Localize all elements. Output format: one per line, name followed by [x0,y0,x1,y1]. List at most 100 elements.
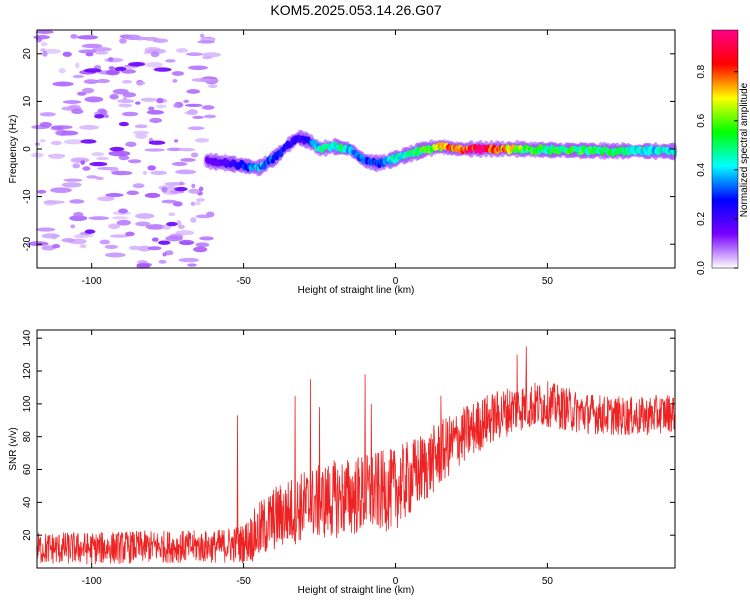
noise-blob [86,175,98,179]
colorbar-tick-label: 0.0 [696,261,707,275]
noise-blob [156,97,164,104]
snr-y-tick-label: 80 [22,431,33,443]
noise-blob [73,211,84,218]
noise-blob [199,33,205,38]
noise-blob [187,263,197,267]
noise-blob [69,215,88,222]
noise-blob [151,237,159,242]
noise-blob [142,171,148,175]
noise-blob [176,220,182,226]
snr-y-tick-label: 60 [22,464,33,476]
noise-blob [109,234,129,238]
spectrogram-y-tick-label: 0 [22,146,33,152]
noise-blob [137,260,148,264]
colorbar-gradient [711,29,739,269]
noise-blob [140,97,158,102]
noise-blob [136,81,146,86]
noise-blob [161,186,168,193]
noise-blob [137,245,152,252]
noise-blob [97,196,115,202]
noise-blob [198,186,204,192]
noise-blob [201,105,215,110]
noise-blob [72,163,81,169]
snr-y-tick-label: 140 [22,329,33,346]
noise-blob [61,238,75,243]
noise-blob [135,213,155,219]
spectrogram-x-tick-label: -50 [236,276,251,287]
noise-blob [40,41,48,47]
noise-blob [183,99,190,104]
noise-blob-strong [174,186,188,192]
noise-blob [36,189,47,194]
noise-blob [149,117,163,123]
noise-blob [62,51,72,57]
noise-blob-strong [94,114,105,119]
noise-blob [175,230,195,236]
noise-blob [111,170,133,176]
noise-blob [144,192,161,199]
noise-blob [71,108,84,115]
noise-blob [108,150,131,157]
spectrogram-x-tick-label: 0 [393,276,399,287]
noise-blob [147,246,162,251]
noise-blob [125,141,137,147]
noise-blob [104,252,126,258]
noise-blob [104,57,124,63]
noise-blob [69,199,85,204]
noise-blob [79,125,99,130]
spectrogram-marks [26,30,678,269]
noise-blob-strong [148,140,166,145]
noise-blob [187,109,198,116]
noise-blob [199,236,214,241]
noise-blob [164,250,174,256]
colorbar-tick-label: 0.8 [696,64,707,78]
noise-blob-strong [83,68,102,73]
noise-blob [118,155,130,161]
colorbar-ticks: 0.0 0.2 0.4 0.6 0.8 [696,64,738,275]
noise-blob [108,57,114,62]
noise-blob [171,71,185,76]
noise-blob [150,51,160,58]
noise-blob [150,170,168,176]
noise-blob [173,103,179,108]
noise-blob [128,159,142,164]
noise-blob [208,84,218,89]
noise-blob [178,224,185,230]
noise-blob [171,161,188,167]
noise-blob [95,79,110,84]
noise-blob [195,242,210,248]
noise-blob [76,91,87,96]
noise-blob [155,104,167,109]
spectrogram-x-ticks: -100 -50 0 50 [82,30,553,287]
noise-blob [83,79,99,84]
noise-blob [79,244,87,249]
noise-blob [187,126,205,131]
noise-blob [126,190,139,196]
noise-blob [88,216,110,221]
noise-blob [116,219,131,226]
noise-blob [95,156,109,161]
noise-blob [122,95,128,101]
noise-blob [128,245,141,251]
noise-blob [105,69,120,76]
noise-blob [61,182,82,188]
noise-blob [40,48,46,52]
noise-blob [119,38,127,44]
noise-blob [179,181,184,186]
noise-blob [197,40,215,44]
noise-blob [62,100,82,104]
noise-blob [174,139,179,143]
snr-line [36,346,675,565]
noise-blob [78,49,97,54]
noise-blob-strong [128,61,146,67]
noise-blob [195,201,201,206]
noise-blob [203,114,217,119]
noise-blob [178,257,200,263]
snr-x-tick-label: -100 [82,576,102,587]
noise-blob [161,199,178,204]
figure-title: KOM5.2025.053.14.26.G07 [270,2,441,18]
spectrogram-x-label: Height of straight line (km) [298,285,415,296]
noise-blob [43,200,65,204]
noise-blob [190,201,196,206]
